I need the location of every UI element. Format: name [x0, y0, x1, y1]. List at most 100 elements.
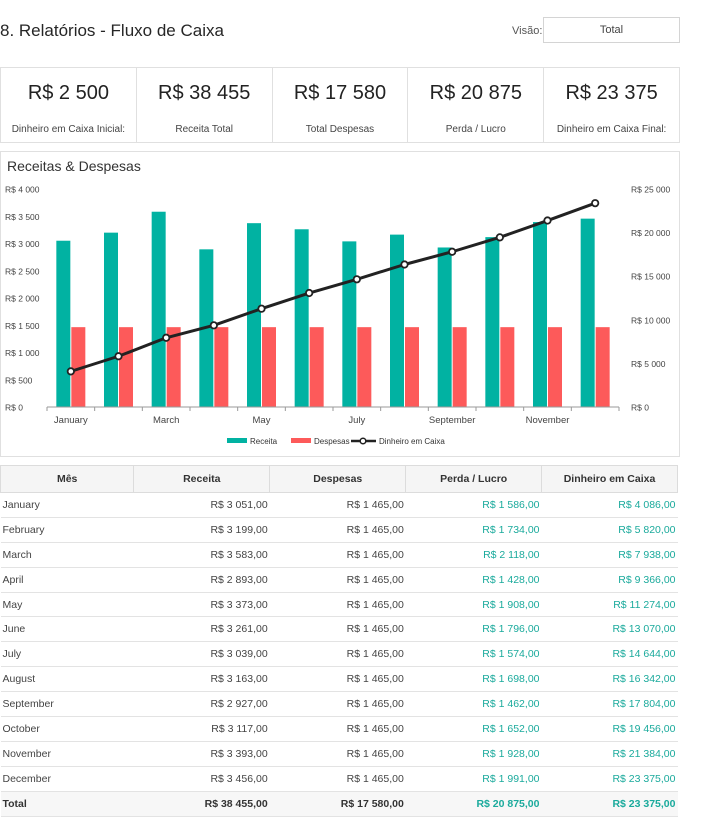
table-row: June R$ 3 261,00 R$ 1 465,00 R$ 1 796,00 R$ …	[0, 616, 678, 643]
col-month-cell: November	[0, 741, 134, 767]
despesas-bar	[548, 327, 562, 407]
receita-bar	[533, 222, 547, 407]
col-expenses-cell: R$ 1 465,00	[269, 616, 406, 643]
receita-bar	[56, 240, 71, 407]
table-row: July R$ 3 039,00 R$ 1 465,00 R$ 1 574,00 R$ …	[0, 641, 678, 668]
y-left-tick-label: R$ 500	[5, 375, 33, 385]
dinheiro-point	[543, 216, 552, 225]
col-revenue-cell: R$ 2 927,00	[133, 691, 270, 718]
col-revenue-cell: R$ 3 261,00	[133, 616, 270, 643]
y-left-tick-label: R$ 2 500	[5, 266, 40, 276]
view-select[interactable]: Total	[543, 17, 680, 43]
col-cash-cell: R$ 5 820,00	[541, 517, 678, 543]
col-profit-loss-cell: R$ 1 796,00	[405, 616, 542, 643]
y-right-tick-label: R$ 10 000	[631, 315, 670, 325]
page-title: 8. Relatórios - Fluxo de Caixa	[0, 21, 224, 40]
col-cash-cell: R$ 9 366,00	[541, 567, 678, 593]
col-cash-cell: R$ 7 938,00	[541, 542, 678, 568]
table-header-row: Mês Receita Despesas Perda / Lucro Dinheiro …	[0, 465, 678, 493]
col-profit-loss-cell: R$ 1 586,00	[405, 492, 542, 518]
col-month-cell: August	[0, 666, 134, 693]
x-tick-label: May	[253, 415, 271, 426]
col-expenses-cell: R$ 1 465,00	[269, 567, 406, 593]
table-row: May R$ 3 373,00 R$ 1 465,00 R$ 1 908,00 R$ 1…	[0, 592, 678, 618]
y-left-tick-label: R$ 1 000	[5, 348, 40, 358]
table-row: March R$ 3 583,00 R$ 1 465,00 R$ 2 118,00 R$…	[0, 542, 678, 568]
x-tick-label: November	[526, 415, 570, 426]
table-body: January R$ 3 051,00 R$ 1 465,00 R$ 1 586,00…	[0, 492, 678, 817]
despesas-bar	[500, 327, 515, 407]
y-left-tick-label: R$ 2 000	[5, 294, 40, 304]
y-left-tick-label: R$ 1 500	[5, 321, 40, 331]
y-left-tick-label: R$ 3 000	[5, 239, 40, 249]
col-month-cell: May	[0, 592, 134, 618]
col-expenses-cell: R$ 1 465,00	[269, 666, 406, 693]
col-cash-cell: R$ 14 644,00	[541, 641, 678, 668]
col-cash-cell: R$ 23 375,00	[541, 766, 678, 792]
col-profit-loss-cell: R$ 1 734,00	[405, 517, 542, 543]
dinheiro-point	[66, 367, 75, 376]
col-revenue-cell: R$ 3 393,00	[133, 741, 270, 767]
col-revenue-cell: R$ 3 039,00	[133, 641, 270, 668]
chart-card: R$ 0 R$ 500 R$ 1 000 R$ 1 500 R$ 2 000 R$ 2 5…	[0, 151, 680, 457]
legend-despesas-swatch	[291, 438, 311, 443]
col-expenses-cell: R$ 1 465,00	[269, 517, 406, 543]
y-right-tick-label: R$ 15 000	[631, 272, 670, 282]
col-cash-cell: R$ 23 375,00	[541, 791, 678, 817]
receita-bar	[437, 247, 452, 407]
col-revenue-cell: R$ 3 163,00	[133, 666, 270, 693]
col-revenue-cell: R$ 3 117,00	[133, 716, 270, 742]
receita-bar	[104, 232, 118, 407]
col-profit-loss-cell: R$ 1 462,00	[405, 691, 542, 718]
col-month-cell: March	[0, 542, 134, 568]
col-revenue-header: Receita	[133, 465, 271, 493]
col-revenue-cell: R$ 3 373,00	[133, 592, 270, 618]
table-row: February R$ 3 199,00 R$ 1 465,00 R$ 1 734,0…	[0, 517, 678, 543]
despesas-bar	[166, 327, 181, 407]
dinheiro-point	[591, 199, 600, 208]
y-left-tick-label: R$ 3 500	[5, 212, 40, 222]
col-profit-loss-cell: R$ 1 574,00	[405, 641, 542, 668]
x-tick-label: March	[153, 415, 179, 426]
legend-despesas-label: Despesas	[314, 437, 350, 446]
legend-dinheiro-label: Dinheiro em Caixa	[379, 437, 445, 446]
col-cash-cell: R$ 11 274,00	[541, 592, 678, 618]
y-right-tick-label: R$ 0	[631, 403, 649, 413]
despesas-bar	[309, 327, 324, 407]
table-row: August R$ 3 163,00 R$ 1 465,00 R$ 1 698,00 R…	[0, 666, 678, 693]
kpi-label: Dinheiro em Caixa Inicial:	[11, 124, 126, 135]
kpi-value: R$ 23 375	[565, 82, 658, 104]
col-profit-loss-cell: R$ 20 875,00	[405, 791, 542, 817]
cashflow-table: Mês Receita Despesas Perda / Lucro Dinheiro …	[0, 465, 678, 817]
kpi-card-closing-cash: R$ 23 375 Dinheiro em Caixa Final:	[544, 68, 679, 142]
col-revenue-cell: R$ 3 456,00	[133, 766, 270, 792]
col-month-cell: December	[0, 766, 134, 792]
dinheiro-point	[114, 352, 123, 361]
despesas-bar	[357, 327, 372, 407]
kpi-card-total-revenue: R$ 38 455 Receita Total	[137, 68, 273, 142]
kpi-label: Dinheiro em Caixa Final:	[556, 124, 667, 135]
y-left-tick-label: R$ 4 000	[5, 185, 40, 195]
table-row: January R$ 3 051,00 R$ 1 465,00 R$ 1 586,00…	[0, 492, 678, 518]
y-right-tick-label: R$ 5 000	[631, 359, 666, 369]
despesas-bar	[119, 327, 133, 407]
kpi-value: R$ 2 500	[27, 82, 109, 104]
col-cash-cell: R$ 17 804,00	[541, 691, 678, 718]
dinheiro-point	[495, 233, 504, 242]
legend-dinheiro-marker	[359, 437, 367, 445]
col-profit-loss-cell: R$ 1 908,00	[405, 592, 542, 618]
despesas-bar	[71, 327, 86, 407]
y-right-tick-label: R$ 25 000	[631, 185, 670, 195]
table-row: September R$ 2 927,00 R$ 1 465,00 R$ 1 462,…	[0, 691, 678, 718]
col-profit-loss-cell: R$ 1 698,00	[405, 666, 542, 693]
kpi-card-profit-loss: R$ 20 875 Perda / Lucro	[408, 68, 545, 142]
col-month-header: Mês	[0, 465, 135, 493]
x-tick-label: September	[429, 415, 475, 426]
col-revenue-cell: R$ 3 583,00	[133, 542, 270, 568]
col-cash-header: Dinheiro em Caixa	[541, 465, 678, 493]
col-month-cell: January	[0, 492, 134, 518]
view-label: Visão:	[512, 25, 543, 37]
table-row: December R$ 3 456,00 R$ 1 465,00 R$ 1 991,0…	[0, 766, 678, 792]
table-row: October R$ 3 117,00 R$ 1 465,00 R$ 1 652,00…	[0, 716, 678, 742]
x-tick-label: July	[348, 415, 365, 426]
